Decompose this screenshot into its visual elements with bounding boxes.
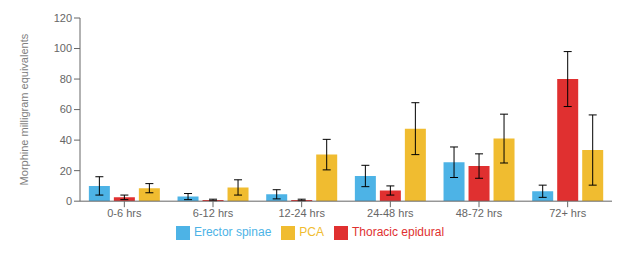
svg-text:100: 100 [54,42,72,54]
svg-text:0-6 hrs: 0-6 hrs [107,207,142,219]
svg-text:60: 60 [60,103,72,115]
svg-text:24-48 hrs: 24-48 hrs [367,207,414,219]
svg-text:80: 80 [60,73,72,85]
svg-text:72+ hrs: 72+ hrs [549,207,586,219]
svg-text:6-12 hrs: 6-12 hrs [193,207,234,219]
svg-text:0: 0 [66,195,72,207]
svg-text:48-72 hrs: 48-72 hrs [456,207,503,219]
svg-text:120: 120 [54,12,72,24]
svg-text:20: 20 [60,165,72,177]
html-text:Thoracic epidural: Thoracic epidural [352,225,444,240]
html-text:Erector spinae: Erector spinae [193,225,272,240]
svg-text:40: 40 [60,134,72,146]
svg-text:12-24 hrs: 12-24 hrs [278,207,325,219]
html-text:PCA: PCA [299,225,324,240]
svg-text:Morphine milligram equivalents: Morphine milligram equivalents [18,33,30,185]
